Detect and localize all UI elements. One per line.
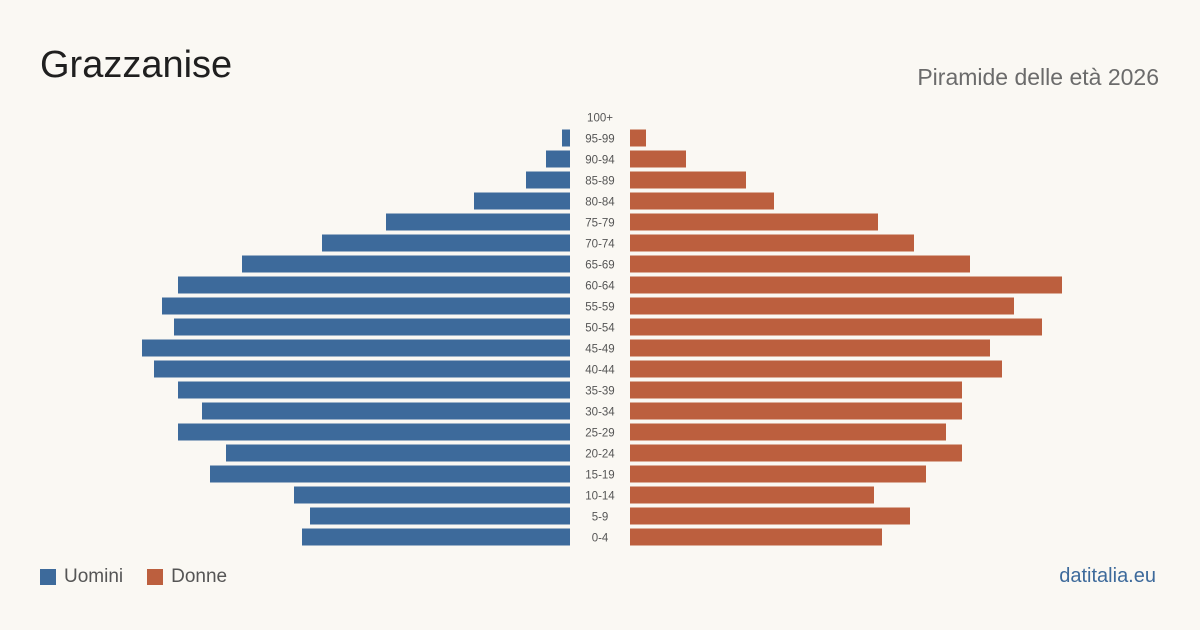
bar-men-70-74 (322, 234, 570, 252)
age-label-65-69: 65-69 (585, 260, 614, 272)
bar-men-90-94 (546, 150, 570, 168)
age-label-40-44: 40-44 (585, 365, 615, 377)
legend-label-men: Uomini (64, 566, 124, 587)
bar-women-15-19 (630, 465, 926, 483)
bar-women-75-79 (630, 213, 878, 231)
legend-swatch-men (40, 569, 56, 585)
bar-men-50-54 (174, 318, 570, 336)
age-label-70-74: 70-74 (585, 239, 615, 251)
bar-women-35-39 (630, 381, 962, 399)
bar-men-95-99 (562, 129, 570, 147)
bar-men-0-4 (302, 528, 570, 546)
age-label-60-64: 60-64 (585, 281, 615, 293)
bar-men-30-34 (202, 402, 570, 420)
legend: Uomini Donne (40, 566, 251, 588)
bar-men-85-89 (526, 171, 570, 189)
chart-subtitle: Piramide delle età 2026 (917, 64, 1159, 90)
age-label-25-29: 25-29 (585, 428, 614, 440)
bar-men-25-29 (178, 423, 570, 441)
bar-men-80-84 (474, 192, 570, 210)
bar-women-5-9 (630, 507, 910, 525)
bar-women-80-84 (630, 192, 774, 210)
age-label-45-49: 45-49 (585, 344, 614, 356)
bar-men-40-44 (154, 360, 570, 378)
bar-women-10-14 (630, 486, 874, 504)
age-label-35-39: 35-39 (585, 386, 614, 398)
bar-women-55-59 (630, 297, 1014, 315)
bar-women-70-74 (630, 234, 914, 252)
bar-women-90-94 (630, 150, 686, 168)
bar-men-5-9 (310, 507, 570, 525)
bar-men-75-79 (386, 213, 570, 231)
bar-men-10-14 (294, 486, 570, 504)
age-label-10-14: 10-14 (585, 491, 615, 503)
age-label-75-79: 75-79 (585, 218, 614, 230)
age-label-30-34: 30-34 (585, 407, 615, 419)
age-label-95-99: 95-99 (585, 134, 614, 146)
bar-men-45-49 (142, 339, 570, 357)
legend-label-women: Donne (171, 566, 228, 587)
bar-men-60-64 (178, 276, 570, 294)
bar-men-20-24 (226, 444, 570, 462)
legend-swatch-women (147, 569, 164, 585)
legend-item-women: Donne (147, 566, 227, 588)
bar-women-50-54 (630, 318, 1042, 336)
bar-women-40-44 (630, 360, 1002, 378)
age-label-90-94: 90-94 (585, 155, 615, 167)
bar-men-65-69 (242, 255, 570, 273)
age-label-85-89: 85-89 (585, 176, 614, 188)
age-label-100+: 100+ (587, 113, 613, 125)
age-label-20-24: 20-24 (585, 449, 615, 461)
age-label-55-59: 55-59 (585, 302, 614, 314)
bar-men-15-19 (210, 465, 570, 483)
bar-women-25-29 (630, 423, 946, 441)
bar-men-55-59 (162, 297, 570, 315)
bar-women-65-69 (630, 255, 970, 273)
legend-item-men: Uomini (40, 566, 123, 588)
source-link[interactable]: datitalia.eu (1059, 565, 1156, 587)
age-label-5-9: 5-9 (592, 512, 609, 524)
bar-women-85-89 (630, 171, 746, 189)
age-label-80-84: 80-84 (585, 197, 615, 209)
bar-women-95-99 (630, 129, 646, 147)
bar-women-0-4 (630, 528, 882, 546)
bar-women-45-49 (630, 339, 990, 357)
bar-women-20-24 (630, 444, 962, 462)
chart-title: Grazzanise (40, 44, 233, 86)
bar-women-30-34 (630, 402, 962, 420)
bar-men-35-39 (178, 381, 570, 399)
bar-women-60-64 (630, 276, 1062, 294)
age-label-15-19: 15-19 (585, 470, 614, 482)
age-label-0-4: 0-4 (592, 533, 609, 545)
age-label-50-54: 50-54 (585, 323, 615, 335)
